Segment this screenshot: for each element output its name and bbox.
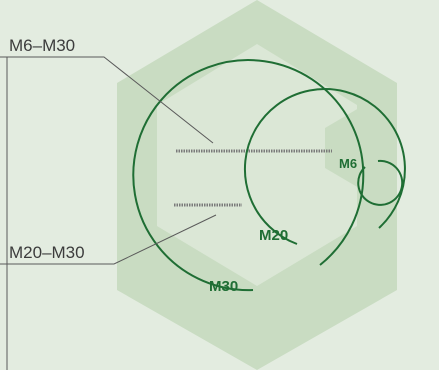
small-hexagon (325, 108, 393, 188)
leader-line-bottom (0, 214, 217, 265)
size-label-m6: M6 (339, 156, 357, 171)
arc-m6 (357, 159, 404, 206)
range-label-bottom: M20–M30 (9, 243, 85, 262)
inner-hexagon (157, 44, 357, 286)
size-label-m30: M30 (209, 278, 238, 295)
leader-line-top (0, 56, 214, 144)
arc-m20 (243, 88, 406, 245)
arc-m30 (132, 59, 365, 292)
range-label-top: M6–M30 (9, 36, 75, 55)
size-label-m20: M20 (259, 227, 288, 244)
